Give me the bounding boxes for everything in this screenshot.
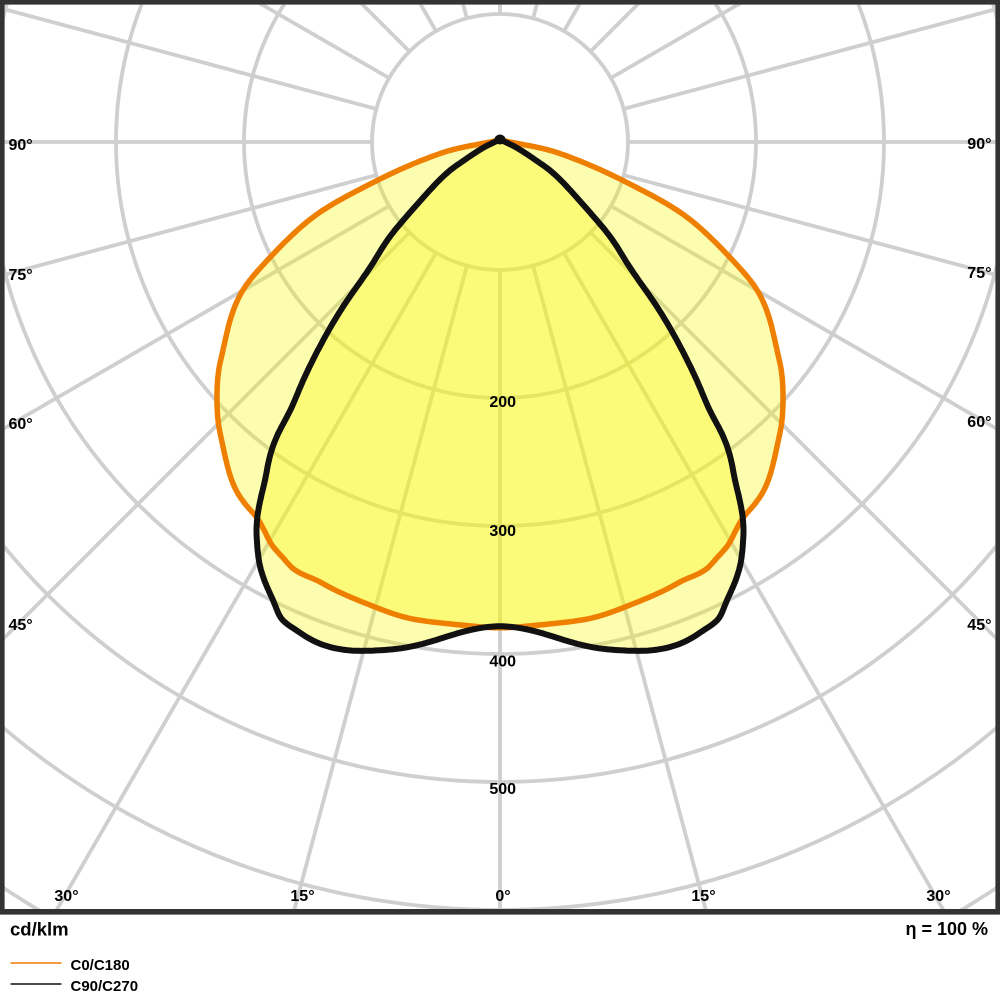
svg-text:60°: 60° <box>967 414 991 431</box>
svg-text:0°: 0° <box>495 888 510 905</box>
svg-text:45°: 45° <box>9 617 33 634</box>
svg-text:90°: 90° <box>9 137 33 154</box>
svg-text:C0/C180: C0/C180 <box>71 957 130 974</box>
svg-text:400: 400 <box>489 653 516 670</box>
svg-text:75°: 75° <box>9 267 33 284</box>
svg-text:15°: 15° <box>691 888 715 905</box>
svg-text:200: 200 <box>489 394 516 411</box>
svg-text:30°: 30° <box>926 888 950 905</box>
svg-text:75°: 75° <box>967 265 991 282</box>
svg-text:30°: 30° <box>54 888 78 905</box>
svg-text:500: 500 <box>489 781 516 798</box>
svg-text:cd/klm: cd/klm <box>10 919 69 940</box>
svg-text:15°: 15° <box>290 888 314 905</box>
svg-text:300: 300 <box>489 523 516 540</box>
svg-text:η = 100 %: η = 100 % <box>905 919 988 939</box>
svg-text:90°: 90° <box>967 136 991 153</box>
svg-text:C90/C270: C90/C270 <box>71 978 139 995</box>
svg-text:45°: 45° <box>967 617 991 634</box>
svg-text:60°: 60° <box>9 416 33 433</box>
